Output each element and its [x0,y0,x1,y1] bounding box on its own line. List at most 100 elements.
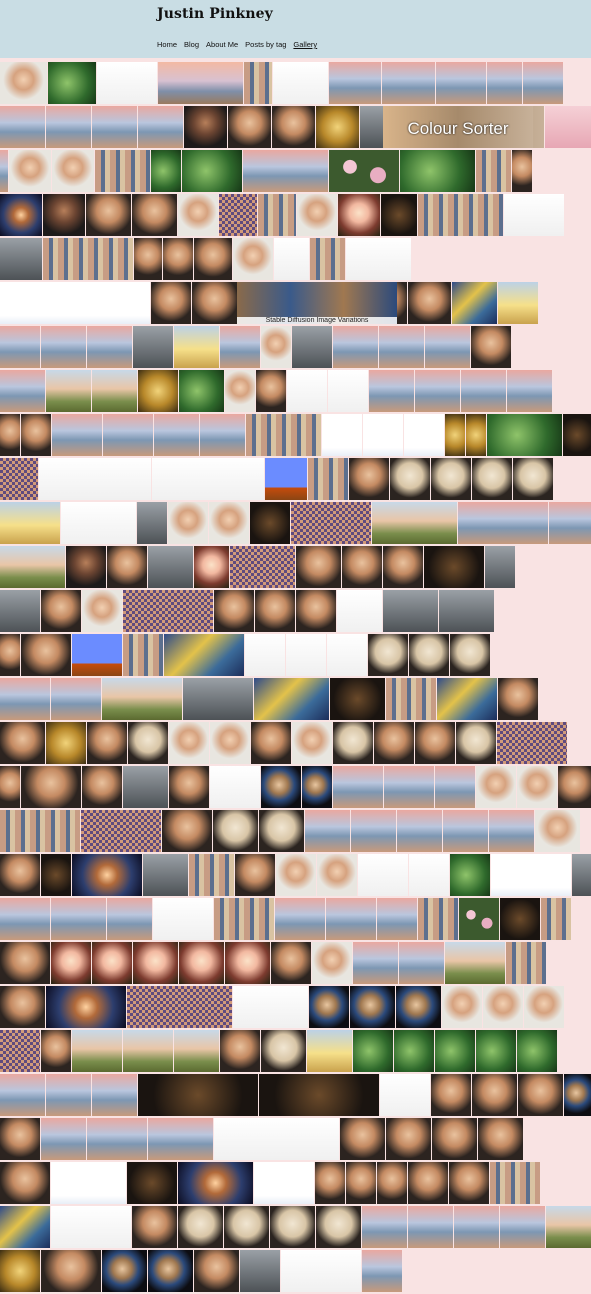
gallery-thumbnail[interactable] [102,1250,147,1292]
gallery-thumbnail[interactable] [382,62,435,104]
gallery-thumbnail[interactable] [0,854,40,896]
gallery-thumbnail[interactable] [51,942,91,984]
gallery-thumbnail[interactable] [346,1162,376,1204]
gallery-thumbnail[interactable] [209,502,249,544]
gallery-thumbnail[interactable] [0,326,40,368]
gallery-thumbnail[interactable] [154,414,199,456]
gallery-thumbnail[interactable] [445,942,505,984]
gallery-thumbnail[interactable] [21,634,71,676]
gallery-thumbnail[interactable] [274,238,309,280]
gallery-thumbnail[interactable] [0,766,20,808]
gallery-thumbnail[interactable] [322,414,362,456]
gallery-thumbnail[interactable] [338,194,380,236]
gallery-thumbnail[interactable] [61,502,136,544]
gallery-thumbnail[interactable] [333,766,383,808]
gallery-thumbnail[interactable] [41,326,86,368]
gallery-thumbnail[interactable] [0,1206,50,1248]
gallery-thumbnail[interactable] [46,370,91,412]
gallery-thumbnail[interactable] [409,634,449,676]
gallery-thumbnail[interactable] [362,1250,402,1292]
gallery-thumbnail[interactable] [259,810,304,852]
gallery-thumbnail[interactable] [46,106,91,148]
gallery-thumbnail[interactable] [127,1162,177,1204]
gallery-thumbnail[interactable] [431,458,471,500]
gallery-thumbnail[interactable] [512,150,532,192]
gallery-thumbnail[interactable] [436,62,486,104]
gallery-thumbnail[interactable] [179,370,224,412]
gallery-thumbnail[interactable] [506,942,546,984]
gallery-thumbnail[interactable] [52,150,94,192]
gallery-thumbnail[interactable] [353,1030,393,1072]
gallery-thumbnail[interactable] [51,898,106,940]
gallery-thumbnail[interactable] [466,414,486,456]
gallery-thumbnail[interactable] [498,282,538,324]
gallery-thumbnail[interactable] [517,766,557,808]
gallery-thumbnail[interactable] [133,326,173,368]
gallery-thumbnail[interactable] [383,590,438,632]
gallery-thumbnail[interactable] [254,1162,314,1204]
gallery-thumbnail[interactable] [432,1118,477,1160]
gallery-thumbnail[interactable] [123,766,168,808]
gallery-thumbnail[interactable] [292,722,332,764]
gallery-thumbnail[interactable] [275,898,325,940]
gallery-thumbnail[interactable] [21,766,81,808]
gallery-thumbnail[interactable] [143,854,188,896]
gallery-thumbnail[interactable] [0,194,42,236]
gallery-thumbnail[interactable] [148,1250,193,1292]
gallery-thumbnail[interactable] [214,898,274,940]
gallery-thumbnail[interactable] [92,106,137,148]
gallery-thumbnail[interactable] [102,678,182,720]
gallery-thumbnail[interactable] [386,1118,431,1160]
gallery-thumbnail[interactable] [220,326,260,368]
gallery-thumbnail[interactable] [0,590,40,632]
gallery-thumbnail[interactable] [485,546,515,588]
gallery-thumbnail-colour-sorter[interactable]: Colour Sorter [383,106,533,148]
gallery-thumbnail[interactable] [243,150,328,192]
gallery-thumbnail[interactable] [0,1030,40,1072]
gallery-thumbnail[interactable] [368,634,408,676]
gallery-thumbnail[interactable] [449,1162,489,1204]
gallery-thumbnail[interactable] [164,634,244,676]
gallery-thumbnail[interactable] [541,898,571,940]
gallery-thumbnail[interactable] [450,634,490,676]
gallery-thumbnail[interactable] [487,414,562,456]
gallery-thumbnail[interactable] [168,502,208,544]
gallery-thumbnail[interactable] [52,414,102,456]
gallery-thumbnail[interactable] [194,238,232,280]
gallery-thumbnail[interactable] [151,282,191,324]
gallery-thumbnail[interactable] [326,898,376,940]
gallery-thumbnail[interactable] [399,942,444,984]
gallery-thumbnail[interactable] [43,238,133,280]
gallery-thumbnail[interactable] [48,62,96,104]
gallery-thumbnail[interactable] [443,810,488,852]
gallery-thumbnail[interactable] [349,458,389,500]
gallery-thumbnail[interactable] [41,1118,86,1160]
gallery-thumbnail[interactable] [340,1118,385,1160]
gallery-thumbnail[interactable] [72,854,142,896]
gallery-thumbnail[interactable] [138,106,183,148]
gallery-thumbnail[interactable] [302,766,332,808]
gallery-thumbnail[interactable] [0,282,150,324]
site-title[interactable]: Justin Pinkney [157,6,273,22]
gallery-thumbnail[interactable] [517,1030,557,1072]
gallery-thumbnail[interactable] [189,854,234,896]
gallery-thumbnail[interactable] [572,854,591,896]
gallery-thumbnail[interactable] [390,458,430,500]
gallery-thumbnail[interactable] [107,546,147,588]
gallery-thumbnail[interactable] [452,282,497,324]
gallery-thumbnail[interactable] [184,106,227,148]
gallery-thumbnail[interactable] [271,942,311,984]
gallery-thumbnail[interactable] [476,1030,516,1072]
gallery-thumbnail[interactable] [491,854,571,896]
gallery-thumbnail[interactable] [472,458,512,500]
gallery-thumbnail[interactable] [0,546,65,588]
gallery-thumbnail[interactable] [383,546,423,588]
gallery-thumbnail[interactable] [500,1206,545,1248]
gallery-thumbnail[interactable] [286,634,326,676]
gallery-thumbnail[interactable] [137,502,167,544]
gallery-thumbnail[interactable] [0,106,45,148]
gallery-thumbnail[interactable] [372,502,457,544]
gallery-thumbnail[interactable] [523,62,563,104]
gallery-thumbnail[interactable] [51,678,101,720]
gallery-thumbnail[interactable] [369,370,414,412]
